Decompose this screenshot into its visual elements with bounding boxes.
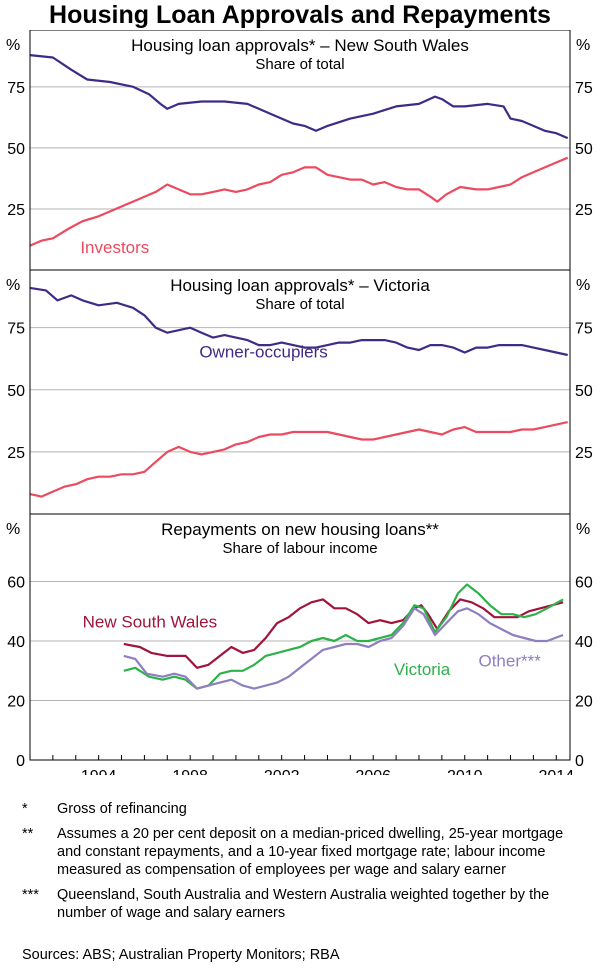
y-tick-label: 25 [575,445,593,462]
x-tick-label: 2014 [538,768,574,775]
y-tick-label: 50 [575,383,593,400]
series-line [29,421,568,498]
y-tick-label: 40 [7,634,25,651]
series-line [29,156,569,247]
series-line [29,54,569,140]
y-tick-label: 50 [7,383,25,400]
chart-main-title: Housing Loan Approvals and Repayments [49,1,551,29]
y-tick-label: 40 [575,634,593,651]
series-label: Owner-occupiers [199,342,327,361]
sources-note: Sources: ABS; Australian Property Monito… [22,947,340,963]
y-tick-label: 0 [575,753,584,770]
y-tick-label: 25 [7,202,25,219]
y-unit-label: % [6,37,20,54]
footnote-mark: *** [22,887,39,903]
series-line [123,598,564,669]
series-label: Investors [80,238,149,257]
y-tick-label: 75 [7,80,25,97]
footnote-text: Gross of refinancing [57,801,187,817]
chart-figure: 25 25 50 50 75 75% % Housing loan approvals* – … [6,30,593,775]
y-tick-label: 20 [575,694,593,711]
y-tick-label: 75 [7,321,25,338]
y-tick-label: 60 [7,575,25,592]
footnotes: * Gross of refinancing ** Assumes a 20 p… [22,800,582,929]
y-tick-label: 50 [7,141,25,158]
series-line [123,583,564,690]
y-unit-label: % [6,277,20,294]
series-label: Other*** [478,651,541,670]
panel-subtitle: Share of total [255,296,344,313]
y-tick-label: 0 [16,753,25,770]
y-tick-label: 60 [575,575,593,592]
series-label: Victoria [394,660,451,679]
y-tick-label: 75 [575,80,593,97]
series-label: New South Wales [83,613,217,632]
x-tick-label: 1998 [172,768,208,775]
x-tick-label: 2006 [355,768,391,775]
y-unit-label: % [576,37,590,54]
x-tick-label: 2010 [447,768,483,775]
y-tick-label: 25 [575,202,593,219]
y-unit-label: % [576,277,590,294]
y-unit-label: % [6,521,20,538]
y-tick-label: 25 [7,445,25,462]
y-unit-label: % [576,521,590,538]
series-line [123,607,564,690]
footnote: *** Queensland, South Australia and West… [22,886,582,922]
y-tick-label: 75 [575,321,593,338]
panel-subtitle: Share of labour income [222,540,377,557]
footnote: * Gross of refinancing [22,800,582,818]
panel-title: Housing loan approvals* – New South Wale… [131,36,469,55]
panel-subtitle: Share of total [255,56,344,73]
panel-title: Housing loan approvals* – Victoria [170,276,430,295]
x-tick-label: 1994 [81,768,117,775]
plot-frame [29,30,571,761]
footnote-mark: ** [22,826,34,842]
footnote: ** Assumes a 20 per cent deposit on a me… [22,825,582,879]
x-tick-label: 2002 [264,768,300,775]
series-line [29,286,568,357]
y-tick-label: 20 [7,694,25,711]
footnote-text: Assumes a 20 per cent deposit on a media… [57,826,564,878]
y-tick-label: 50 [575,141,593,158]
footnote-text: Queensland, South Australia and Western … [57,887,550,921]
footnote-mark: * [22,801,28,817]
panel-title: Repayments on new housing loans** [161,520,439,539]
